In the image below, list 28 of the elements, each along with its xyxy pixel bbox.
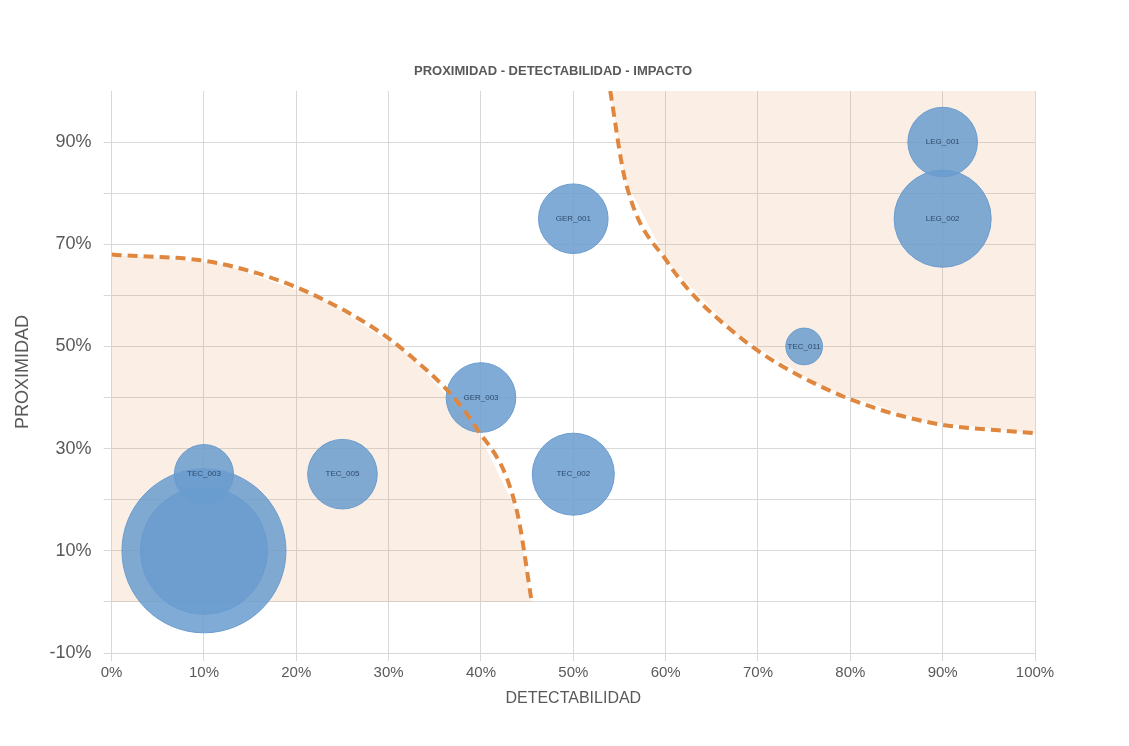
x-tick-label: 20%: [281, 663, 312, 681]
x-tick-label: 40%: [465, 663, 496, 681]
x-tick-label: 80%: [835, 663, 866, 681]
y-tick-label: -10%: [49, 641, 92, 662]
annotation: TEC_011: [787, 341, 822, 351]
x-tick-label: 30%: [373, 663, 404, 681]
annotation: TEC_005: [325, 469, 360, 479]
y-tick-label: 10%: [55, 539, 92, 560]
chart-title: PROXIMIDAD - DETECTABILIDAD - IMPACTO: [413, 62, 693, 78]
annotation: TEC_002: [556, 469, 591, 479]
y-tick-label: 70%: [55, 233, 92, 254]
y-tick-label: 50%: [55, 335, 92, 356]
y-tick-label: 90%: [55, 131, 92, 152]
annotation: GER_003: [463, 392, 500, 402]
annotation: LEG_002: [925, 213, 961, 223]
annotation: TEC_003: [187, 469, 222, 479]
x-tick-label: 100%: [1015, 663, 1055, 681]
x-tick-label: 10%: [188, 663, 219, 681]
x-tick-label: 70%: [742, 663, 773, 681]
x-axis-title: DETECTABILIDAD: [505, 689, 642, 707]
x-tick-label: 90%: [927, 663, 958, 681]
y-tick-label: 30%: [55, 437, 92, 458]
x-tick-label: 50%: [558, 663, 589, 681]
annotation: GER_001: [555, 213, 592, 223]
x-tick-label: 60%: [650, 663, 681, 681]
annotation: LEG_001: [925, 137, 961, 147]
y-axis-title: PROXIMIDAD: [11, 314, 32, 430]
x-tick-label: 0%: [100, 663, 123, 681]
